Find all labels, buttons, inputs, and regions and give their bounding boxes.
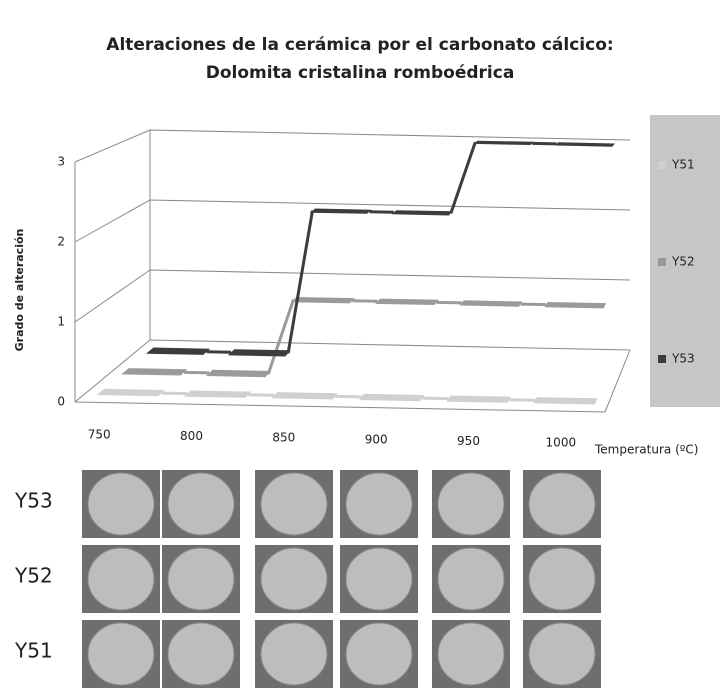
y-axis-label: Grado de alteración <box>13 229 26 352</box>
ribbon-segment <box>206 370 271 377</box>
sample-disc <box>88 623 154 685</box>
series-connector <box>335 396 361 397</box>
sample-disc <box>346 623 412 685</box>
ribbon-segment <box>359 394 425 401</box>
ribbon-segment <box>460 300 523 306</box>
x-tick-label: 850 <box>272 431 295 445</box>
ribbon-segment <box>446 396 511 403</box>
ribbon-segment <box>391 210 453 215</box>
legend-swatch <box>658 258 666 266</box>
legend-label: Y52 <box>671 255 695 269</box>
figure: Alteraciones de la cerámica por el carbo… <box>0 0 721 688</box>
series-connector <box>288 211 312 354</box>
sample-disc <box>346 548 412 610</box>
chart-subtitle: Dolomita cristalina romboédrica <box>206 63 515 83</box>
photo-row-label: Y52 <box>14 564 53 588</box>
sample-disc <box>261 548 327 610</box>
series-connector <box>422 398 448 399</box>
grid-line <box>75 130 630 162</box>
photo-grid: Y53 Y52 Y51 <box>14 470 601 688</box>
sample-disc <box>438 548 504 610</box>
sample-disc <box>168 548 234 610</box>
y-tick-label: 3 <box>57 155 65 169</box>
ribbon-segment <box>272 392 338 399</box>
y-tick-label: 1 <box>57 315 65 329</box>
legend-swatch <box>658 161 666 169</box>
series-connector <box>161 393 187 394</box>
sample-disc <box>346 473 412 535</box>
sample-disc <box>438 473 504 535</box>
series-connector <box>451 142 475 213</box>
series-connector <box>532 143 556 144</box>
series-connector <box>184 372 209 373</box>
grid-line <box>75 200 630 242</box>
sample-disc <box>529 623 595 685</box>
ribbon-segment <box>534 397 598 404</box>
ribbon-segment <box>310 209 372 214</box>
photo-row-label: Y51 <box>14 639 53 663</box>
ribbon-segment <box>544 302 606 308</box>
series-connector <box>352 301 377 302</box>
sample-disc <box>529 473 595 535</box>
series-connector <box>509 400 535 401</box>
ribbon-segment <box>146 348 210 355</box>
photo-row-label: Y53 <box>14 489 53 513</box>
sample-disc <box>261 623 327 685</box>
ribbon-segment <box>375 299 439 305</box>
series-connector <box>437 302 462 303</box>
sample-disc <box>88 548 154 610</box>
ribbon-segment <box>473 141 534 145</box>
y-tick-label: 2 <box>57 235 65 249</box>
ribbon-segment <box>555 142 615 146</box>
legend-label: Y51 <box>671 158 695 172</box>
ribbon-segment <box>97 389 165 396</box>
sample-disc <box>88 473 154 535</box>
x-tick-label: 900 <box>365 432 388 446</box>
sample-disc <box>529 548 595 610</box>
series-connector <box>207 352 231 353</box>
x-tick-label: 750 <box>88 427 111 441</box>
sample-disc <box>168 623 234 685</box>
series-connector <box>369 212 393 213</box>
y-tick-label: 0 <box>57 395 65 409</box>
ribbon-segment <box>184 391 251 398</box>
x-tick-label: 800 <box>180 429 203 443</box>
grid-line <box>75 270 630 322</box>
ribbon-segment <box>291 297 355 303</box>
legend-swatch <box>658 355 666 363</box>
series-connector <box>521 304 546 305</box>
sample-disc <box>168 473 234 535</box>
series-connector <box>248 395 274 396</box>
legend-label: Y53 <box>671 352 695 366</box>
sample-disc <box>438 623 504 685</box>
x-tick-label: 950 <box>457 434 480 448</box>
x-axis-label: Temperatura (ºC) <box>594 443 698 457</box>
ribbon-segment <box>228 349 291 356</box>
sample-disc <box>261 473 327 535</box>
chart-title: Alteraciones de la cerámica por el carbo… <box>106 35 613 55</box>
ribbon-segment <box>121 368 187 375</box>
x-tick-label: 1000 <box>546 436 577 450</box>
